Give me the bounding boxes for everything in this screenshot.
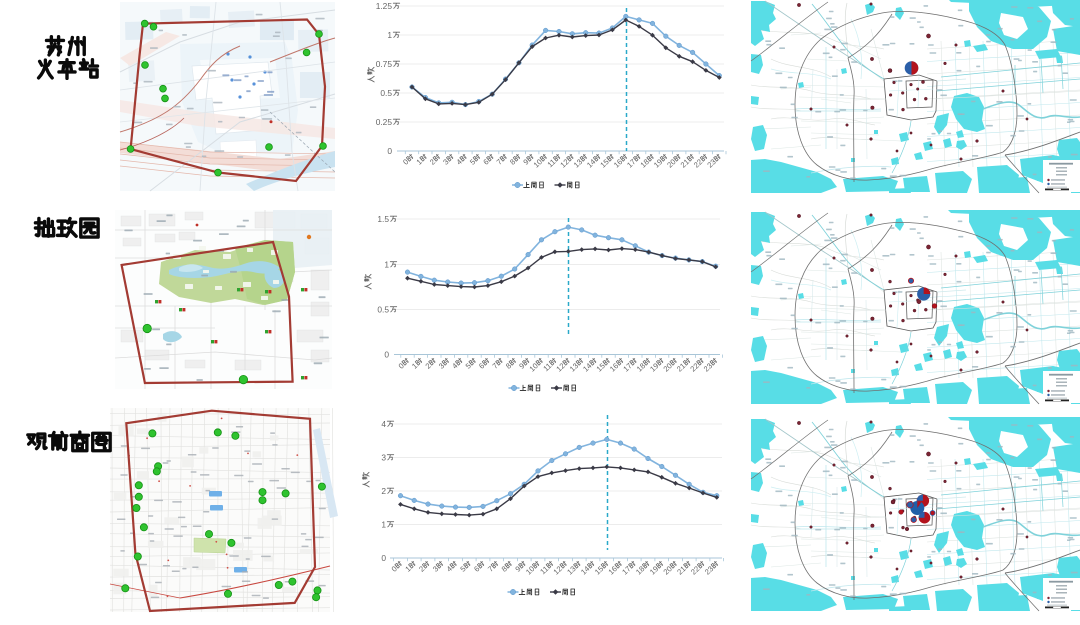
svg-text:11: 11: [538, 564, 550, 576]
svg-text:1: 1: [381, 520, 386, 530]
svg-text:1: 1: [403, 564, 412, 574]
svg-text:8: 8: [500, 564, 509, 574]
svg-text:1: 1: [415, 157, 424, 167]
svg-text:3: 3: [381, 453, 386, 463]
svg-text:8: 8: [504, 361, 513, 371]
svg-text:4: 4: [381, 419, 386, 429]
svg-text:4: 4: [445, 564, 454, 574]
svg-text:2: 2: [381, 486, 386, 496]
svg-text:5: 5: [468, 157, 477, 167]
svg-text:6: 6: [472, 564, 481, 574]
svg-text:7: 7: [491, 361, 500, 371]
svg-text:3: 3: [437, 361, 446, 371]
svg-text:0.5: 0.5: [377, 305, 389, 315]
svg-text:0: 0: [384, 350, 389, 360]
svg-text:4: 4: [455, 157, 464, 167]
svg-text:1: 1: [384, 260, 389, 270]
svg-text:0: 0: [397, 361, 406, 371]
svg-text:2: 2: [424, 361, 433, 371]
svg-text:1.25: 1.25: [376, 1, 393, 11]
svg-text:0.75: 0.75: [376, 59, 393, 69]
svg-text:0: 0: [390, 564, 399, 574]
svg-text:5: 5: [464, 361, 473, 371]
svg-text:0.25: 0.25: [376, 117, 393, 127]
svg-text:7: 7: [486, 564, 495, 574]
svg-text:2: 2: [428, 157, 437, 167]
svg-text:9: 9: [517, 361, 526, 371]
svg-text:3: 3: [431, 564, 440, 574]
svg-text:9: 9: [513, 564, 522, 574]
svg-text:8: 8: [508, 157, 517, 167]
svg-text:7: 7: [495, 157, 504, 167]
svg-text:6: 6: [477, 361, 486, 371]
svg-text:0: 0: [381, 553, 386, 563]
svg-text:5: 5: [458, 564, 467, 574]
svg-text:2: 2: [417, 564, 426, 574]
svg-text:9: 9: [521, 157, 530, 167]
svg-text:0.5: 0.5: [380, 88, 392, 98]
svg-text:11: 11: [545, 157, 557, 169]
svg-text:11: 11: [541, 361, 553, 373]
svg-text:6: 6: [481, 157, 490, 167]
svg-text:3: 3: [441, 157, 450, 167]
svg-text:1.5: 1.5: [377, 214, 389, 224]
svg-text:0: 0: [401, 157, 410, 167]
svg-text:0: 0: [387, 146, 392, 156]
svg-text:4: 4: [450, 361, 459, 371]
svg-text:1: 1: [410, 361, 419, 371]
svg-text:1: 1: [387, 30, 392, 40]
